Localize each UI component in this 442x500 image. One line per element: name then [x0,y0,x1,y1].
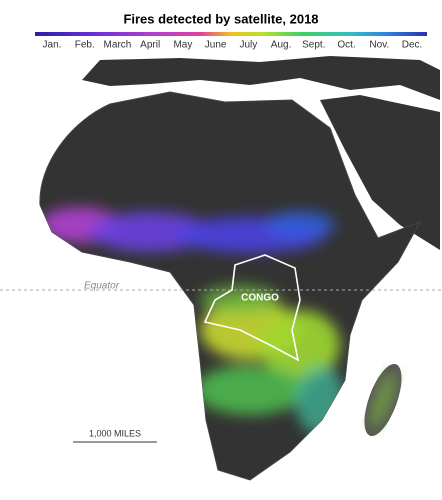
equator-label: Equator [84,281,120,292]
month-label: March [104,40,132,51]
month-color-bar [35,32,427,36]
scale-label: 1,000 MILES [89,428,141,438]
title: Fires detected by satellite, 2018 [123,11,318,26]
month-label: Dec. [402,40,423,51]
month-legend: Jan. Feb. March April May June July Aug. Sept. Oc… [43,40,423,51]
month-label: Oct. [337,40,355,51]
month-label: Jan. [43,40,62,51]
month-label: Aug. [271,40,292,51]
month-label: May [173,40,192,51]
month-label: Feb. [75,40,95,51]
madagascar-fires [369,371,397,429]
month-label: April [140,40,160,51]
europe [82,56,440,100]
congo-border [203,254,301,362]
month-label: Sept. [302,40,325,51]
region-label: CONGO [241,293,279,304]
fire-density [40,207,345,435]
arabia [320,95,440,250]
month-label: Nov. [369,40,389,51]
month-label: July [239,40,257,51]
month-label: June [205,40,227,51]
